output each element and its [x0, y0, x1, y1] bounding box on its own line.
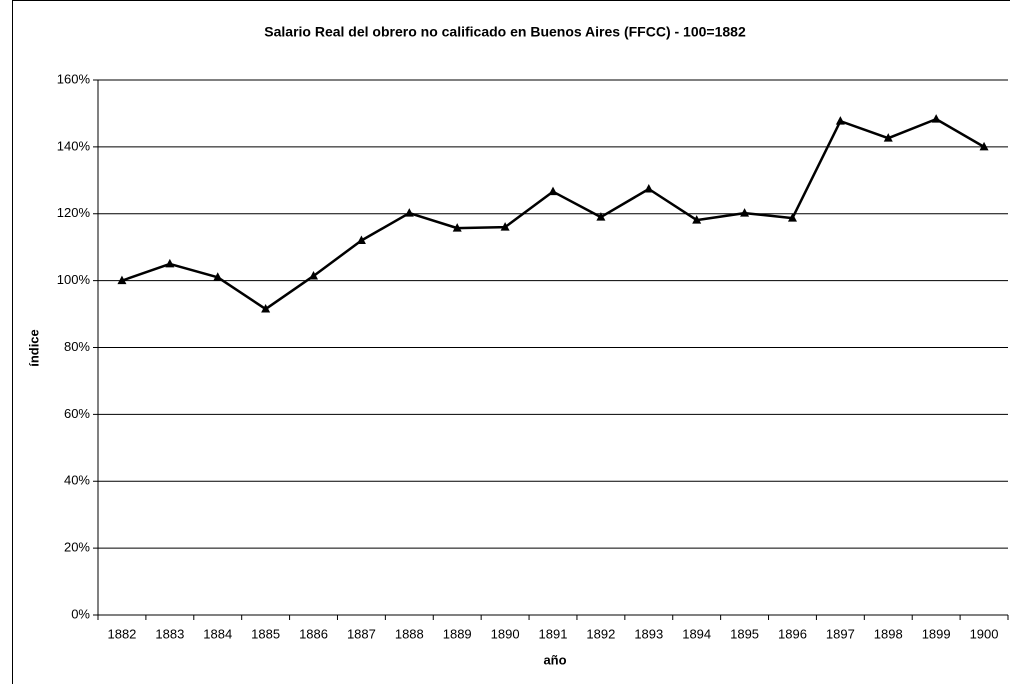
x-tick-label: 1896: [778, 626, 807, 641]
marker: [356, 235, 366, 244]
y-axis-label: índice: [26, 329, 41, 367]
marker: [787, 213, 797, 222]
marker: [452, 223, 462, 232]
y-tick-label: 160%: [57, 71, 91, 86]
y-tick-label: 60%: [64, 406, 90, 421]
marker: [548, 186, 558, 196]
x-tick-label: 1889: [443, 626, 472, 641]
x-tick-label: 1891: [539, 626, 568, 641]
x-tick-label: 1899: [922, 626, 951, 641]
x-tick-label: 1882: [107, 626, 136, 641]
marker: [165, 258, 175, 268]
x-tick-label: 1893: [634, 626, 663, 641]
marker: [261, 304, 271, 313]
marker: [500, 222, 510, 231]
marker: [883, 133, 893, 142]
x-tick-label: 1897: [826, 626, 855, 641]
marker: [644, 184, 654, 193]
x-tick-label: 1892: [586, 626, 615, 641]
x-tick-label: 1887: [347, 626, 376, 641]
marker: [213, 272, 223, 281]
x-tick-label: 1895: [730, 626, 759, 641]
y-tick-label: 100%: [57, 272, 91, 287]
x-tick-label: 1888: [395, 626, 424, 641]
marker: [596, 212, 606, 221]
x-tick-label: 1883: [155, 626, 184, 641]
y-tick-label: 20%: [64, 540, 90, 555]
x-tick-label: 1890: [491, 626, 520, 641]
marker: [835, 116, 845, 125]
marker: [740, 208, 750, 217]
x-tick-label: 1900: [970, 626, 999, 641]
y-tick-label: 120%: [57, 205, 91, 220]
chart-title: Salario Real del obrero no calificado en…: [264, 24, 746, 40]
x-tick-label: 1894: [682, 626, 711, 641]
marker: [979, 141, 989, 151]
y-tick-label: 140%: [57, 138, 91, 153]
marker: [309, 270, 319, 280]
y-tick-label: 0%: [71, 606, 90, 621]
x-tick-label: 1884: [203, 626, 232, 641]
x-tick-label: 1885: [251, 626, 280, 641]
y-tick-label: 40%: [64, 473, 90, 488]
marker: [404, 208, 414, 217]
x-axis-label: año: [543, 652, 566, 667]
chart-frame: [12, 0, 1010, 684]
marker: [117, 275, 127, 285]
marker: [931, 114, 941, 123]
marker: [692, 215, 702, 224]
y-tick-label: 80%: [64, 339, 90, 354]
x-tick-label: 1886: [299, 626, 328, 641]
x-tick-label: 1898: [874, 626, 903, 641]
